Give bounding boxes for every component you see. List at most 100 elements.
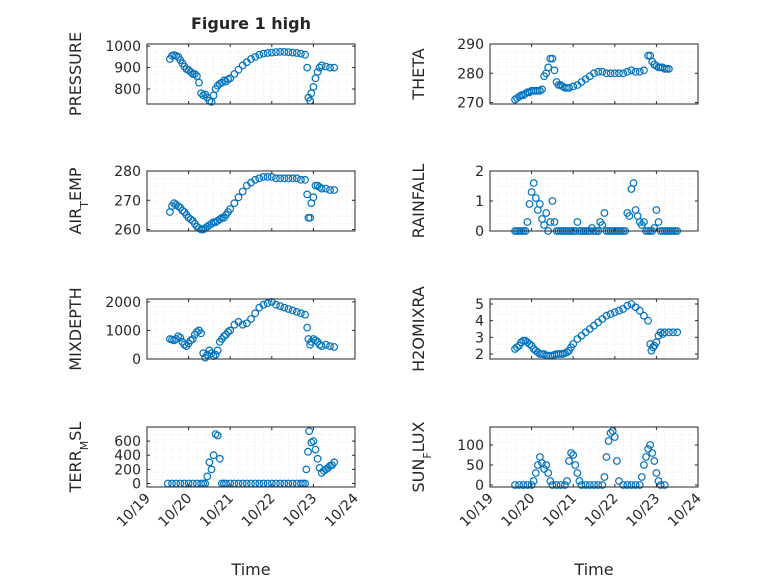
data-point [606,429,615,437]
data-point [303,190,312,199]
x-tick-label: 10/22 [582,491,622,531]
axes-box [489,426,699,488]
data-point [197,329,206,338]
data-point [272,174,280,183]
data-point [217,78,226,87]
data-point [623,67,632,76]
series-markers [165,298,339,362]
y-tick-label: 270 [457,96,484,112]
x-tick-label: 10/19 [114,491,154,531]
data-point [644,316,652,325]
data-point [309,437,318,446]
data-point [610,69,619,78]
data-point [544,63,553,72]
data-point [665,64,673,73]
axes-box [146,43,356,105]
series-markers [165,48,339,106]
data-point [259,172,268,181]
data-point [326,186,334,194]
y-tick-label: 100 [457,438,484,454]
data-point [585,481,594,489]
y-axis-label: H2OMIXRA [409,286,428,372]
x-tick-label: 10/22 [239,491,279,531]
subplot-mixdepth: 0 1000 2000 MIXDEPTH [66,287,356,371]
subplot-sun-flux: 0 50 100 10/19 10/20 10/21 10/22 10/23 10/24 SUNF… [409,421,705,530]
data-point [197,89,206,98]
x-tick-label: 10/24 [322,490,362,530]
plot-area [147,299,355,359]
data-point [326,63,334,72]
data-point [571,461,580,469]
data-point [610,433,619,441]
data-point [656,481,665,489]
y-tick-label: 1000 [105,39,141,55]
data-point [540,465,548,473]
data-point [251,175,260,184]
data-point [544,469,553,477]
data-point [292,308,301,316]
data-point [180,340,189,349]
data-point [515,481,523,489]
data-point [640,461,648,469]
data-point [635,67,644,76]
data-point [521,89,530,98]
data-point [600,473,609,481]
data-point [533,461,542,469]
data-point [573,469,582,477]
data-point [230,70,239,78]
data-point [660,481,669,489]
data-point [288,48,297,57]
data-point [238,320,247,329]
data-point [637,473,646,481]
y-tick-label: 280 [114,164,141,180]
data-point [640,66,648,75]
data-point [305,427,314,436]
data-point [186,215,195,224]
data-point [525,200,534,208]
data-point [644,51,652,60]
data-point [550,218,559,226]
data-point [230,199,239,208]
data-point [627,481,636,489]
x-tick-label: 10/20 [499,491,539,531]
data-point [627,66,636,75]
y-tick-label: 900 [114,61,141,77]
y-axis-label: RAINFALL [409,164,428,239]
data-point [234,65,243,74]
data-point [523,218,532,226]
y-tick-label: 290 [457,37,484,53]
data-point [567,449,575,457]
data-point [575,477,584,485]
data-point [623,481,632,489]
data-point [292,49,301,57]
data-point [215,454,224,463]
y-tick-label: 1 [475,194,484,210]
data-point [213,431,222,440]
data-point [613,457,621,465]
data-point [673,328,682,337]
data-point [213,346,222,355]
data-point [195,78,203,87]
data-point [326,342,334,351]
series-markers [511,427,669,489]
data-point [307,438,316,447]
data-point [301,175,310,184]
data-point [519,336,528,345]
y-tick-label: 600 [114,434,141,450]
subplot-theta: 270 280 290 THETA [409,37,699,112]
data-point [619,69,627,78]
data-point [297,175,305,184]
data-point [303,63,312,72]
data-point [536,86,544,95]
data-point [635,481,644,489]
data-point [590,481,598,489]
data-point [215,215,224,224]
data-point [309,82,318,91]
data-point [251,53,260,61]
data-point [288,306,297,315]
y-tick-label: 2 [475,347,484,363]
data-point [263,299,272,308]
data-point [226,326,235,335]
